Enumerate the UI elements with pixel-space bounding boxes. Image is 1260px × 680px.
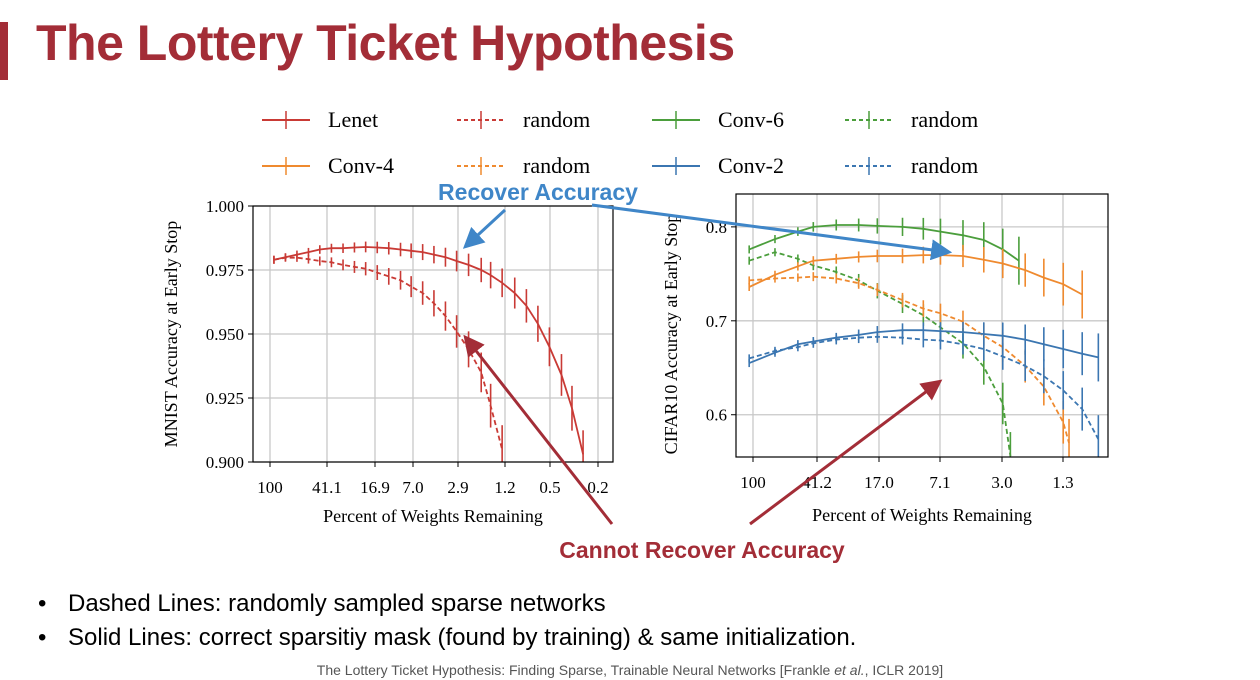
cannot-recover-label: Cannot Recover Accuracy xyxy=(559,537,845,563)
series-conv-6-0 xyxy=(748,217,1020,285)
cifar-x-label: Percent of Weights Remaining xyxy=(812,505,1032,525)
recover-arrow-left xyxy=(462,208,507,249)
legend-entry-conv-4-4: Conv-4 xyxy=(262,153,394,178)
y-tick-label: 0.7 xyxy=(706,312,728,331)
series-random-1 xyxy=(748,248,1012,457)
series-line xyxy=(273,246,584,455)
series-line xyxy=(748,329,1099,364)
bullet-list: • Dashed Lines: randomly sampled sparse n… xyxy=(38,588,856,656)
mnist-grid xyxy=(253,205,613,463)
legend-entry-conv-6-2: Conv-6 xyxy=(652,107,784,132)
recover-arrow-right xyxy=(591,203,953,261)
bullet-text: Dashed Lines: randomly sampled sparse ne… xyxy=(68,590,606,617)
y-tick-label: 0.950 xyxy=(206,325,244,344)
x-tick-label: 0.5 xyxy=(539,478,560,497)
x-tick-label: 1.3 xyxy=(1052,473,1073,492)
series-line xyxy=(748,254,1083,296)
legend-label: Conv-4 xyxy=(328,153,394,178)
mnist-y-label: MNIST Accuracy at Early Stop xyxy=(161,221,181,448)
legend-entry-random-1: random xyxy=(457,107,590,132)
x-tick-label: 16.9 xyxy=(360,478,390,497)
legend-label: Lenet xyxy=(328,107,378,132)
y-tick-label: 1.000 xyxy=(206,197,244,216)
cifar-chart: 100 41.2 17.0 7.1 3.0 1.30.60.70.8 Percent of… xyxy=(661,193,1109,525)
series-clip-group xyxy=(273,241,584,462)
legend-entry-conv-2-6: Conv-2 xyxy=(652,153,784,178)
slide-title: The Lottery Ticket Hypothesis xyxy=(36,15,735,71)
bullet-item: • Solid Lines: correct sparsitiy mask (fo… xyxy=(38,622,856,656)
citation-text-end: , ICLR 2019] xyxy=(864,662,944,678)
x-tick-label: 7.1 xyxy=(929,473,950,492)
citation-italic: et al. xyxy=(834,662,865,678)
x-tick-label: 100 xyxy=(257,478,283,497)
mnist-x-label: Percent of Weights Remaining xyxy=(323,506,543,526)
title-accent-bar xyxy=(0,22,8,80)
bullet-dot-icon: • xyxy=(38,624,47,651)
cannot-arrow-right xyxy=(749,379,943,526)
series-conv-4-2 xyxy=(748,244,1084,319)
mnist-series xyxy=(273,241,584,462)
x-tick-label: 2.9 xyxy=(447,478,468,497)
legend-label: random xyxy=(523,107,590,132)
series-random-3 xyxy=(748,272,1070,457)
bullet-item: • Dashed Lines: randomly sampled sparse n… xyxy=(38,588,856,622)
legend-entry-random-5: random xyxy=(457,153,590,178)
legend: Lenet random Conv-6 random Conv-4 random Conv-… xyxy=(262,107,978,178)
cannot-arrow-left xyxy=(463,334,614,525)
y-tick-label: 0.925 xyxy=(206,389,244,408)
x-tick-label: 7.0 xyxy=(402,478,423,497)
legend-label: random xyxy=(523,153,590,178)
legend-label: random xyxy=(911,107,978,132)
bullet-text: Solid Lines: correct sparsitiy mask (fou… xyxy=(68,624,857,651)
series-line xyxy=(749,275,1070,444)
citation: The Lottery Ticket Hypothesis: Finding S… xyxy=(0,662,1260,678)
series-random-5 xyxy=(748,330,1100,457)
citation-text: The Lottery Ticket Hypothesis: Finding S… xyxy=(316,662,835,678)
x-tick-label: 41.1 xyxy=(312,478,342,497)
x-tick-label: 3.0 xyxy=(991,473,1012,492)
legend-entry-random-3: random xyxy=(845,107,978,132)
x-tick-label: 0.2 xyxy=(587,478,608,497)
x-tick-label: 100 xyxy=(740,473,766,492)
mnist-chart: 100 41.1 16.9 7.0 2.9 1.2 0.5 0.2 0.900 0.925 0.95… xyxy=(161,197,614,526)
series-line xyxy=(748,224,1020,262)
y-tick-label: 0.975 xyxy=(206,261,244,280)
cifar-y-label: CIFAR10 Accuracy at Early Stop xyxy=(661,214,681,455)
recover-annotation: Recover Accuracy xyxy=(438,179,953,261)
legend-entry-random-7: random xyxy=(845,153,978,178)
series-random-1 xyxy=(273,253,503,462)
cifar-series xyxy=(748,217,1100,457)
recover-accuracy-label: Recover Accuracy xyxy=(438,179,638,205)
series-lenet-0 xyxy=(273,241,584,462)
x-tick-label: 17.0 xyxy=(864,473,894,492)
legend-label: random xyxy=(911,153,978,178)
legend-entry-lenet-0: Lenet xyxy=(262,107,378,132)
series-clip-group xyxy=(748,217,1100,457)
x-tick-label: 1.2 xyxy=(494,478,515,497)
legend-label: Conv-6 xyxy=(718,107,784,132)
legend-label: Conv-2 xyxy=(718,153,784,178)
y-tick-label: 0.900 xyxy=(206,453,244,472)
bullet-dot-icon: • xyxy=(38,590,47,617)
series-conv-2-4 xyxy=(748,321,1100,382)
y-tick-label: 0.6 xyxy=(706,406,727,425)
cifar-ticks: 100 41.2 17.0 7.1 3.0 1.30.60.70.8 xyxy=(706,218,1074,492)
series-line xyxy=(748,335,1100,440)
mnist-ticks: 100 41.1 16.9 7.0 2.9 1.2 0.5 0.2 0.900 0.925 0.95… xyxy=(206,197,609,497)
cifar-plot-frame xyxy=(735,193,1109,458)
cannot-recover-annotation: Cannot Recover Accuracy xyxy=(463,334,943,563)
